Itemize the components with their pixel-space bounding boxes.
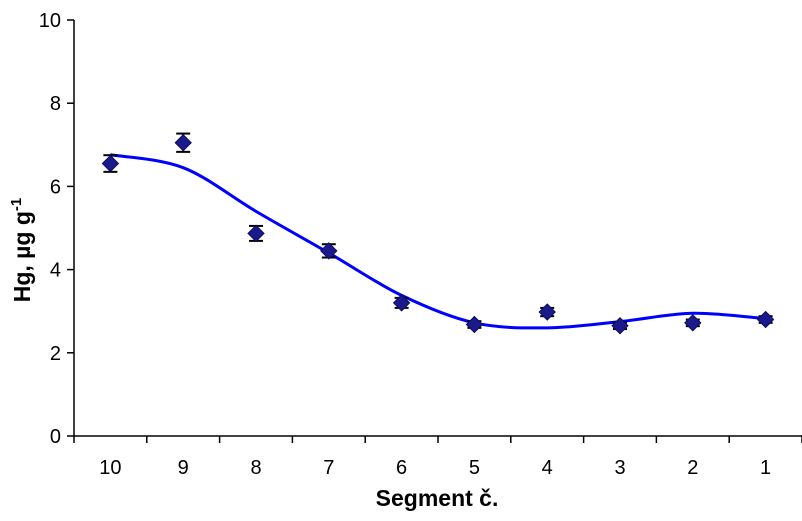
y-tick-labels: 0 2 4 6 8 10 [39,10,61,448]
data-point [101,154,120,173]
data-point [247,224,265,243]
data-point [465,315,484,334]
diamond-marker [538,303,556,321]
data-point [174,132,192,153]
y-tick-label: 4 [50,260,61,282]
y-axis-title-sup: -1 [8,198,25,211]
diamond-marker [101,154,120,173]
data-point [756,310,775,329]
diamond-marker [465,315,484,334]
data-point [611,317,629,335]
diamond-marker [611,317,629,335]
diamond-marker [684,314,702,332]
data-point [392,294,411,312]
y-tick-label: 2 [50,343,61,365]
x-tick-label: 4 [542,457,553,479]
data-points [101,132,775,335]
diamond-marker [247,224,265,243]
x-tick-label: 6 [396,457,407,479]
axes [67,19,802,443]
diamond-marker [174,134,192,152]
x-tick-label: 9 [178,457,189,479]
trendline-group [110,153,766,330]
y-axis-title: Hg, µg g-1 [8,198,35,303]
y-tick-label: 0 [50,426,61,448]
x-tick-label: 5 [469,457,480,479]
diamond-marker [756,310,775,329]
data-point [538,303,556,321]
data-point [320,242,338,260]
x-tick-label: 10 [99,457,121,479]
x-tick-label: 2 [687,457,698,479]
data-point [684,314,702,332]
x-tick-label: 8 [250,457,261,479]
x-tick-label: 3 [614,457,625,479]
y-tick-label: 10 [39,10,61,32]
diamond-marker [320,242,338,260]
y-tick-label: 8 [50,93,61,115]
diamond-marker [392,294,411,312]
x-tick-label: 1 [760,457,771,479]
trendline [110,153,766,330]
x-axis-title: Segment č. [376,485,499,511]
y-tick-label: 6 [50,176,61,198]
x-tick-label: 7 [323,457,334,479]
x-tick-labels: 10 9 8 7 6 5 4 3 2 1 [99,457,771,479]
y-axis-title-main: Hg, µg g [9,211,35,302]
